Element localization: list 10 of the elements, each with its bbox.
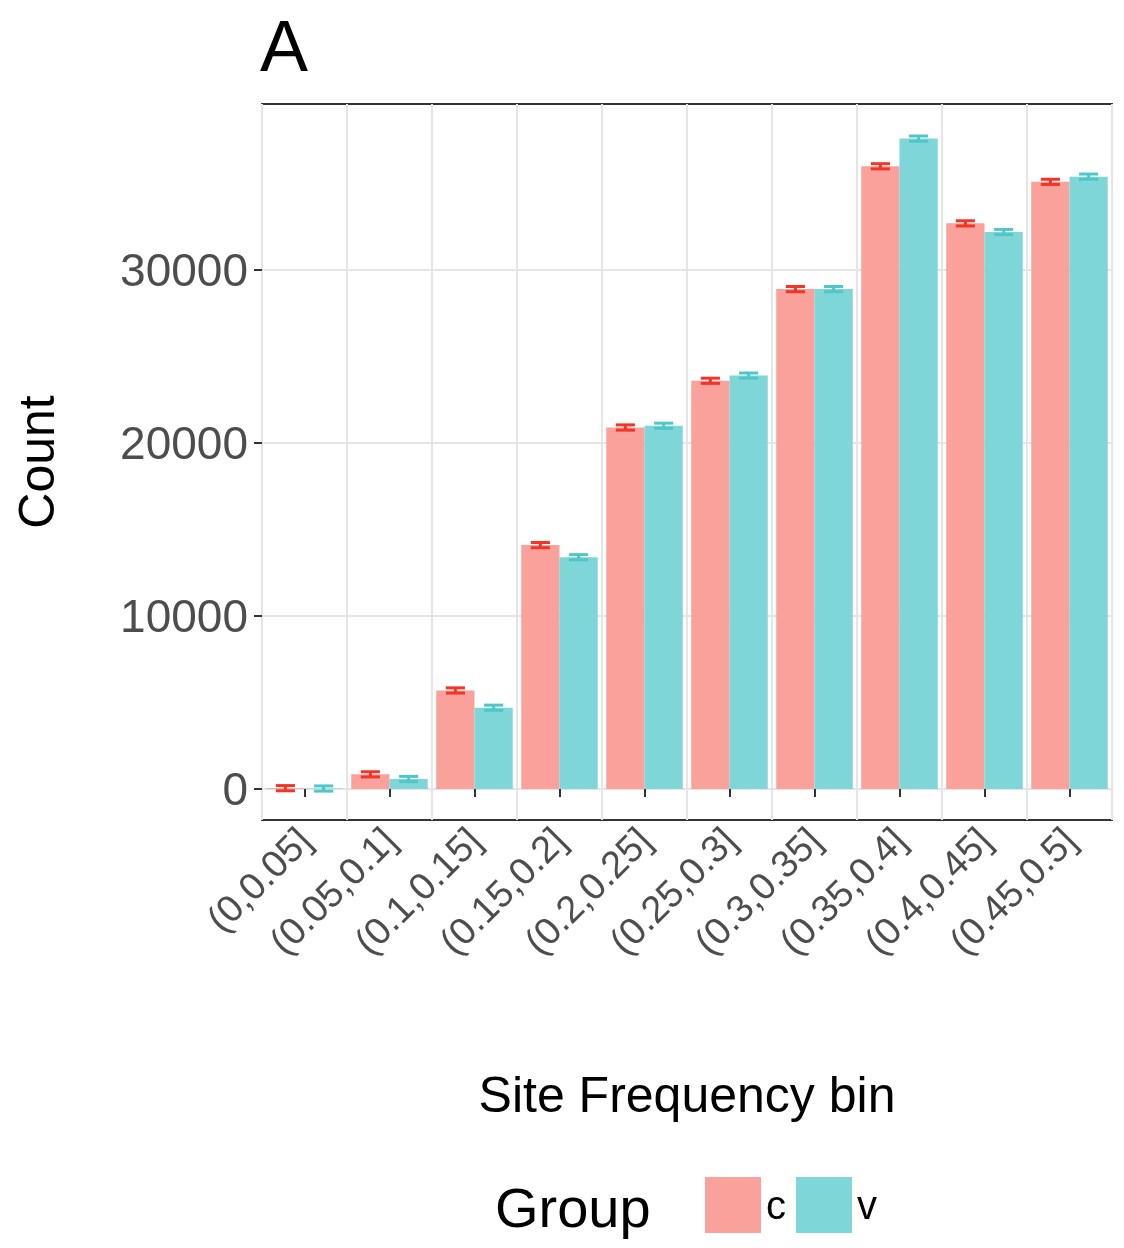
legend-title: Group [495, 1175, 651, 1239]
y-tick-label: 20000 [120, 417, 248, 470]
chart-title: A [260, 6, 309, 86]
y-tick-label: 0 [222, 763, 248, 816]
y-tick-label: 30000 [120, 244, 248, 297]
legend-label: c [766, 1183, 786, 1227]
y-axis-title: Count [9, 395, 65, 529]
legend-label: v [857, 1183, 877, 1227]
x-axis-title: Site Frequency bin [478, 1067, 896, 1123]
y-tick-label: 10000 [120, 590, 248, 643]
